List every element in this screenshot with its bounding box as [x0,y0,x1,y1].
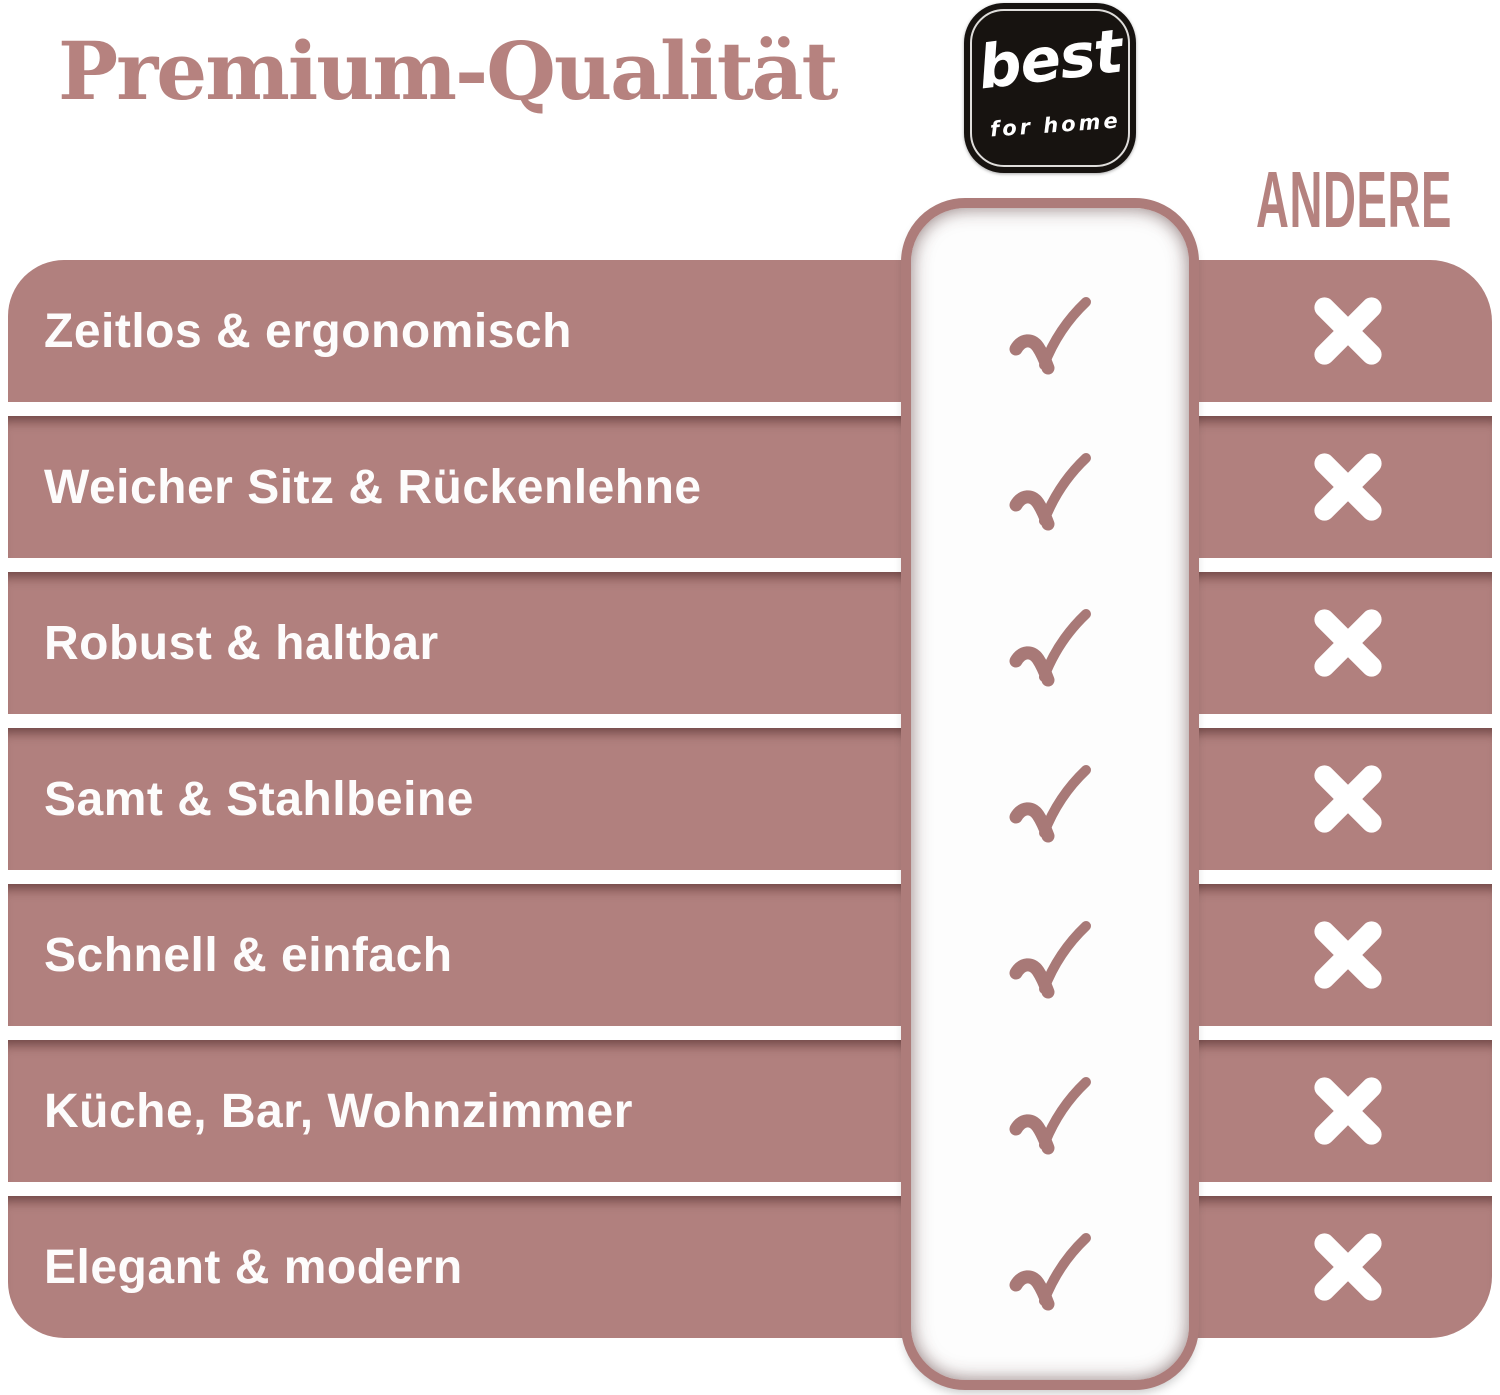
brand-name: best [974,16,1126,104]
feature-label: Elegant & modern [44,1240,463,1294]
cross-icon [1306,1069,1390,1153]
others-column-header: ANDERE [1256,155,1452,244]
feature-label: Küche, Bar, Wohnzimmer [44,1084,633,1138]
table-row: Küche, Bar, Wohnzimmer [8,1040,1492,1182]
check-icon [1000,1069,1100,1169]
brand-tagline: for home [989,108,1122,142]
cross-icon [1306,601,1390,685]
cross-icon [1306,1225,1390,1309]
table-row: Elegant & modern [8,1196,1492,1338]
table-row: Schnell & einfach [8,884,1492,1026]
table-row: Samt & Stahlbeine [8,728,1492,870]
check-icon [1000,445,1100,545]
check-icon [1000,601,1100,701]
cross-icon [1306,757,1390,841]
feature-label: Robust & haltbar [44,616,439,670]
check-icon [1000,289,1100,389]
feature-label: Samt & Stahlbeine [44,772,474,826]
table-row: Weicher Sitz & Rückenlehne [8,416,1492,558]
check-icon [1000,757,1100,857]
cross-icon [1306,445,1390,529]
check-icon [1000,913,1100,1013]
cross-icon [1306,913,1390,997]
feature-label: Schnell & einfach [44,928,453,982]
cross-icon [1306,289,1390,373]
brand-logo: best for home [964,3,1136,173]
table-row: Robust & haltbar [8,572,1492,714]
brand-column [901,198,1199,1390]
table-row: Zeitlos & ergonomisch [8,260,1492,402]
feature-label: Weicher Sitz & Rückenlehne [44,460,702,514]
page-title: Premium-Qualität [58,24,838,118]
check-icon [1000,1225,1100,1325]
feature-label: Zeitlos & ergonomisch [44,304,572,358]
